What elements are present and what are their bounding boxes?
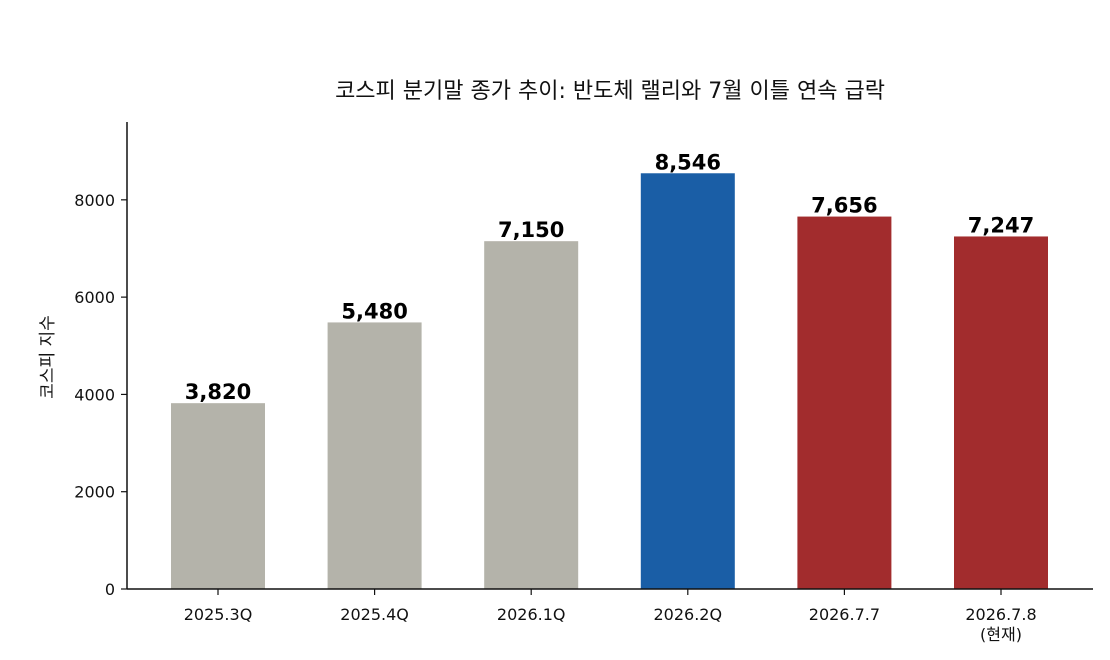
x-tick-label: 2026.7.8 [965, 605, 1036, 624]
x-tick-label: 2026.7.7 [809, 605, 880, 624]
bars-group [171, 173, 1048, 590]
y-tick-label: 4000 [74, 385, 115, 404]
y-tick-label: 0 [105, 580, 115, 599]
data-labels-group: 3,820 5,480 7,150 8,546 7,656 7,247 [185, 150, 1034, 404]
bar [171, 403, 265, 589]
x-axis-ticks: 2025.3Q 2025.4Q 2026.1Q 2026.2Q 2026.7.7 2026… [184, 589, 1037, 644]
y-tick-label: 8000 [74, 191, 115, 210]
bar [327, 322, 422, 589]
bar [640, 173, 735, 589]
data-label: 7,656 [811, 194, 877, 218]
data-label: 5,480 [341, 299, 407, 323]
x-tick-label: 2025.4Q [340, 605, 409, 624]
data-label: 7,150 [498, 218, 564, 242]
y-axis-ticks: 0 2000 4000 6000 8000 [74, 191, 127, 599]
chart-title: 코스피 분기말 종가 추이: 반도체 랠리와 7월 이틀 연속 급락 [335, 79, 885, 104]
x-tick-label: 2026.2Q [654, 605, 723, 624]
y-tick-label: 2000 [74, 483, 115, 502]
x-tick-label: 2026.1Q [497, 605, 566, 624]
y-tick-label: 6000 [74, 288, 115, 307]
x-tick-label: (현재) [980, 625, 1022, 644]
bar [484, 241, 579, 589]
x-tick-label: 2025.3Q [184, 605, 253, 624]
data-label: 7,247 [968, 213, 1034, 237]
y-axis-label: 코스피 지수 [38, 315, 58, 399]
data-label: 3,820 [185, 380, 251, 404]
bar [797, 216, 892, 589]
data-label: 8,546 [655, 150, 721, 174]
bar [954, 236, 1048, 590]
